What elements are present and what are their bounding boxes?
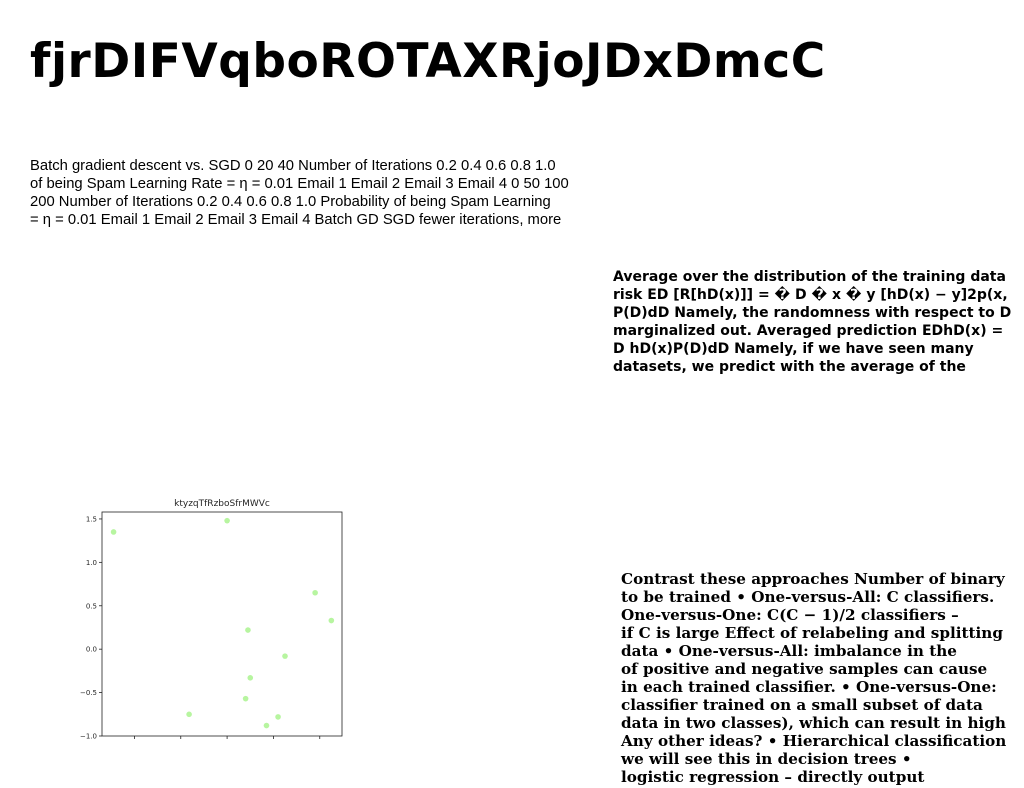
text-line: = η = 0.01 Email 1 Email 2 Email 3 Email… [30, 212, 562, 228]
x-tick-label: 1 [271, 742, 275, 743]
scatter-point [242, 695, 249, 702]
scatter-point [110, 529, 117, 535]
x-tick-label: −2 [129, 742, 139, 743]
x-tick-label: 0 [225, 742, 229, 743]
text-line: to be trained • One-versus-All: C classi… [621, 588, 995, 606]
text-line: datasets, we predict with the average of… [613, 359, 966, 375]
scatter-point [282, 653, 288, 659]
multiclass-paragraph: Contrast these approaches Number of bina… [621, 570, 1023, 786]
figure-caption-text: Batch gradient descent vs. SGD 0 20 40 N… [30, 157, 630, 229]
scatter-point [328, 617, 335, 624]
page-title: fjrDIFVqboROTAXRjoJDxDmcC [30, 34, 826, 89]
text-line: Any other ideas? • Hierarchical classifi… [621, 732, 1007, 750]
text-line: P(D)dD Namely, the randomness with respe… [613, 305, 1012, 321]
text-line: classifier trained on a small subset of … [621, 696, 983, 714]
scatter-point [275, 714, 281, 720]
y-tick-label: 1.5 [86, 515, 97, 523]
x-tick-label: −1 [176, 742, 186, 743]
scatter-point [224, 517, 230, 524]
text-line: if C is large Effect of relabeling and s… [621, 624, 1003, 642]
y-tick-label: 1.0 [86, 559, 97, 567]
text-line: One-versus-One: C(C − 1)/2 classifiers – [621, 606, 959, 624]
scatter-point [247, 675, 254, 681]
scatter-point [263, 722, 270, 729]
text-line: of being Spam Learning Rate = η = 0.01 E… [30, 176, 569, 192]
scatter-chart: ktyzqTfRzboSfrMWVc −2 −1 0 1 2 −1.0 −0.5 0.0 0.5… [80, 499, 343, 743]
scatter-point [245, 627, 251, 633]
text-line: 200 Number of Iterations 0.2 0.4 0.6 0.8… [30, 194, 551, 210]
text-line: data • One-versus-All: imbalance in the [621, 642, 957, 660]
text-line: risk ED [R[hD(x)]] = � D � x � y [hD(x) … [613, 287, 1008, 303]
scatter-point [312, 589, 318, 596]
scatter-point [186, 711, 192, 718]
text-line: data in two classes), which can result i… [621, 714, 1006, 732]
chart-title: ktyzqTfRzboSfrMWVc [174, 499, 270, 509]
text-line: we will see this in decision trees • [621, 750, 912, 768]
y-tick-label: −0.5 [80, 689, 97, 697]
text-line: logistic regression – directly output [621, 768, 925, 786]
y-tick-label: 0.5 [86, 602, 97, 610]
y-tick-label: 0.0 [86, 646, 97, 654]
y-tick-label: −1.0 [80, 733, 97, 741]
risk-paragraph: Average over the distribution of the tra… [613, 268, 1023, 376]
axis-ticks: −2 −1 0 1 2 −1.0 −0.5 0.0 0.5 1.0 1.5 [80, 515, 322, 743]
scatter-figure: ktyzqTfRzboSfrMWVc −2 −1 0 1 2 −1.0 −0.5 0.0 0.5… [70, 493, 360, 743]
data-points [110, 517, 335, 729]
text-line: Contrast these approaches Number of bina… [621, 570, 1005, 588]
plot-frame [101, 511, 343, 737]
text-line: of positive and negative samples can cau… [621, 660, 988, 678]
text-line: D hD(x)P(D)dD Namely, if we have seen ma… [613, 341, 974, 357]
x-tick-label: 2 [318, 742, 322, 743]
text-line: Average over the distribution of the tra… [613, 269, 1006, 285]
text-line: marginalized out. Averaged prediction ED… [613, 323, 1004, 339]
text-line: in each trained classifier. • One-versus… [621, 678, 997, 696]
text-line: Batch gradient descent vs. SGD 0 20 40 N… [30, 158, 556, 174]
